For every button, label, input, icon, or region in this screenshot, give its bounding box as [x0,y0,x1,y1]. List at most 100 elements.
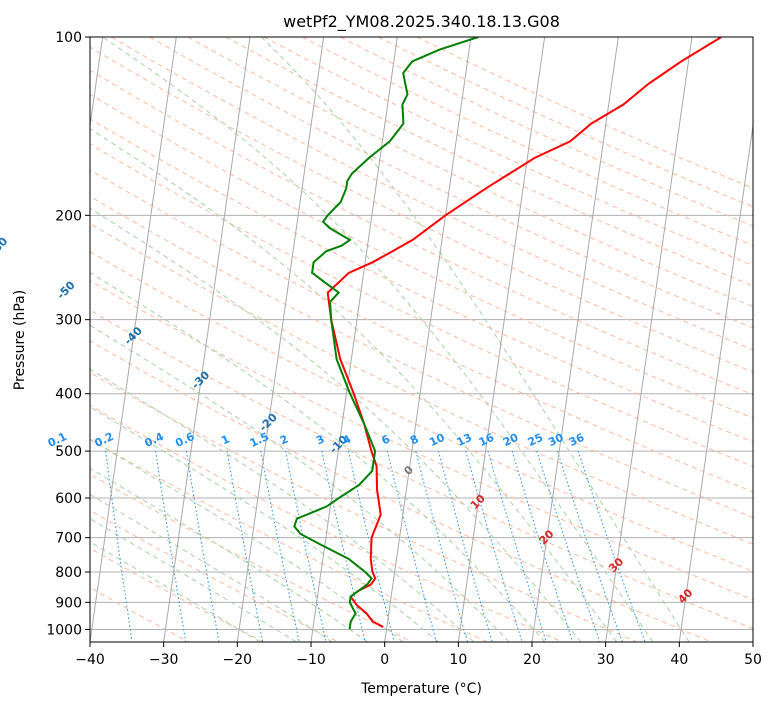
isotherm-label: -30 [189,368,212,391]
dry-adiabat-line [90,404,563,642]
dry-adiabat-line [90,143,753,468]
dry-adiabat-line [187,37,753,308]
mixing-ratio-line [321,450,366,642]
moist-adiabat-line [260,37,690,642]
dry-adiabat-line [90,279,753,601]
x-tick-label: 10 [449,652,467,668]
dry-adiabat-line [90,118,753,443]
dry-adiabat-line [416,37,753,189]
isotherm-line [310,37,398,642]
mixing-ratio-label: 13 [455,431,474,449]
mixing-ratio-label: 8 [408,432,420,447]
mixing-ratio-line [105,451,133,642]
isotherm-label: 20 [537,527,557,547]
mixing-ratio-line [577,450,646,642]
isotherm-label: -20 [257,411,280,434]
x-axis: −40 −30 −20 −10 0 10 20 30 40 50 [75,642,762,668]
mixing-ratio-line [536,450,601,642]
chart-title: wetPf2_YM08.2025.340.18.13.G08 [283,12,560,32]
moist-adiabat-line [90,438,404,642]
mixing-ratio-line [386,450,437,642]
y-tick-label: 200 [55,208,82,224]
isotherm-line [605,37,693,642]
mixing-ratio-line [226,451,264,642]
dry-adiabat-line [90,169,753,493]
x-tick-label: −20 [223,652,253,668]
dry-adiabat-line [111,37,753,351]
mixing-ratio-label: 10 [427,431,447,449]
y-tick-label: 800 [55,565,82,581]
y-tick-label: 1000 [46,622,82,638]
dry-adiabat-line [302,37,753,247]
x-tick-label: −10 [296,652,326,668]
isotherm-line [678,121,753,642]
mixing-ratio-line [556,450,623,642]
mixing-ratio-label: 25 [526,431,545,449]
mixing-ratio-line [285,451,327,642]
x-tick-label: 50 [744,652,762,668]
isotherm-line [752,638,753,642]
isotherm-label: -40 [122,324,145,347]
x-tick-label: 30 [597,652,615,668]
mixing-ratio-line [185,451,220,642]
mixing-ratio-label: 30 [546,431,566,449]
dewpoint-line [293,37,479,630]
moist-adiabat-line [90,207,582,642]
dry-adiabat-line [225,37,753,287]
y-axis-label: Pressure (hPa) [12,290,28,390]
dry-adiabat-line [90,223,753,545]
x-tick-label: 20 [523,652,541,668]
mixing-ratio-label: 0.4 [143,430,166,450]
x-tick-label: 0 [380,652,389,668]
moist-adiabat-line [90,493,333,642]
mixing-ratio-label: 16 [477,431,497,449]
moist-adiabat-line [90,406,439,642]
dry-adiabat-line [378,37,753,208]
isotherm-line [384,37,472,642]
dry-adiabat-line [90,93,753,419]
x-tick-label: 40 [670,652,688,668]
dry-adiabat-line [149,37,753,329]
dry-adiabat-line [90,509,339,642]
mixing-ratio-line [155,451,187,642]
isotherm-label: -50 [54,278,77,301]
x-tick-label: −30 [149,652,179,668]
moist-adiabat-line [90,467,368,642]
moist-adiabat-line [90,518,297,642]
isotherm-line [236,37,325,642]
y-tick-label: 500 [55,444,82,460]
isotherm-line [457,37,546,642]
isotherm-line [531,37,619,642]
dry-adiabat-line [90,309,753,630]
y-tick-label: 600 [55,491,82,507]
mixing-ratio-line [260,451,300,642]
dry-adiabat-line [340,37,753,227]
dry-adiabat-line [90,372,638,642]
mixing-ratio-line [511,450,574,642]
dry-adiabat-line [90,69,753,396]
moist-adiabat-line [90,271,546,642]
dry-adiabat-line [90,195,753,519]
mixing-ratio-line [465,450,523,642]
plot-area [90,37,753,642]
moist-adiabat-line [90,128,618,642]
mixing-ratio-label: 36 [567,431,587,449]
mixing-ratio-label: 3 [314,432,326,447]
mixing-ratio-label: 0.2 [93,430,116,450]
isotherm-line [163,37,251,642]
moist-adiabat-line [90,541,261,642]
y-tick-label: 400 [55,387,82,403]
isotherm-label: -60 [0,235,11,258]
dry-adiabat-line [90,438,488,642]
dry-adiabat-line [90,46,753,373]
dry-adiabat-line [90,251,753,573]
isotherm-line [90,37,177,642]
isotherm-label: 40 [675,586,695,606]
plot-frame [89,36,754,643]
mixing-ratio-line [487,450,547,642]
temperature-line [326,37,722,628]
mixing-ratio-line [438,450,493,642]
moist-adiabat-line [90,368,475,642]
y-tick-label: 100 [55,30,82,46]
